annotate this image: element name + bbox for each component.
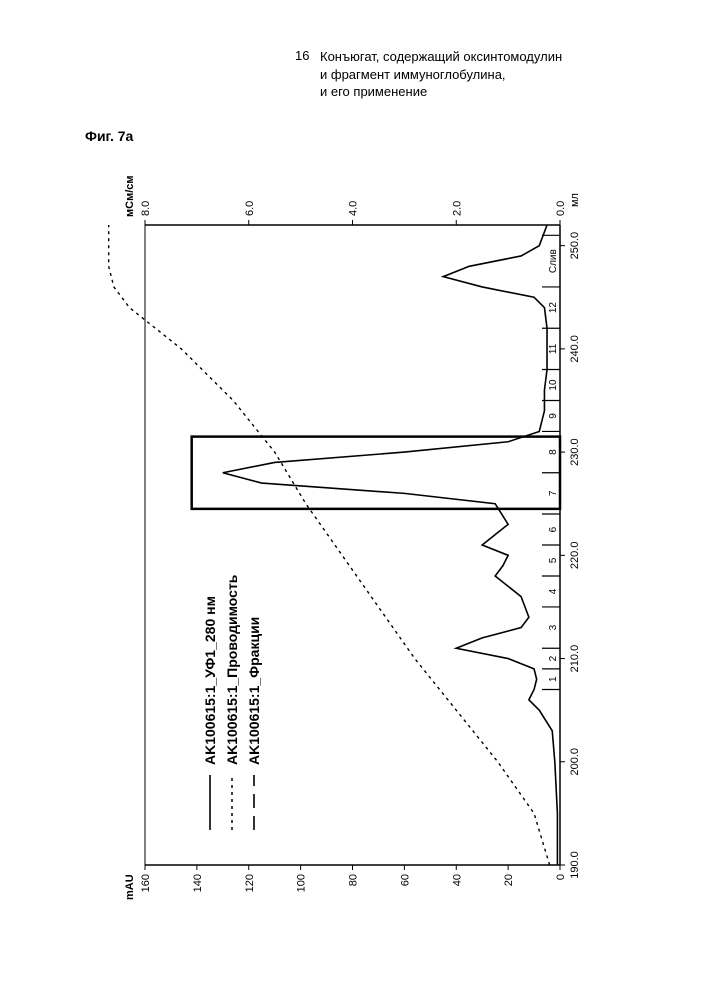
svg-text:60: 60 — [399, 874, 411, 886]
svg-text:220.0: 220.0 — [569, 542, 581, 570]
svg-text:40: 40 — [451, 874, 463, 886]
svg-text:6.0: 6.0 — [244, 201, 256, 216]
svg-text:140: 140 — [192, 874, 204, 892]
svg-text:Слив: Слив — [548, 249, 559, 273]
svg-text:9: 9 — [548, 413, 559, 419]
svg-text:100: 100 — [296, 874, 308, 892]
svg-text:160: 160 — [140, 874, 152, 892]
svg-text:мСм/см: мСм/см — [124, 175, 136, 217]
svg-text:7: 7 — [548, 490, 559, 496]
chart-svg: 0 20 40 60 80 100 120 140 160 mAU 0.0 2.0 4.0 6.0 8.0 м… — [85, 165, 640, 925]
svg-text:2: 2 — [548, 655, 559, 661]
svg-text:20: 20 — [503, 874, 515, 886]
svg-text:4: 4 — [548, 588, 559, 594]
title-line-3: и его применение — [320, 83, 562, 101]
svg-text:8.0: 8.0 — [140, 201, 152, 216]
svg-text:200.0: 200.0 — [569, 748, 581, 776]
svg-text:230.0: 230.0 — [569, 438, 581, 466]
svg-text:8: 8 — [548, 449, 559, 455]
svg-text:210.0: 210.0 — [569, 645, 581, 673]
svg-text:11: 11 — [548, 343, 559, 354]
header-title: Конъюгат, содержащий оксинтомодулин и фр… — [320, 48, 562, 101]
svg-text:80: 80 — [348, 874, 360, 886]
title-line-2: и фрагмент иммуноглобулина, — [320, 66, 562, 84]
svg-text:AK100615:1_Проводимость: AK100615:1_Проводимость — [224, 574, 240, 765]
svg-text:190.0: 190.0 — [569, 851, 581, 879]
svg-text:мл: мл — [569, 193, 581, 207]
svg-text:10: 10 — [548, 379, 559, 391]
svg-text:6: 6 — [548, 526, 559, 532]
svg-text:0: 0 — [555, 874, 567, 880]
svg-text:AK100615:1_УФ1_280 нм: AK100615:1_УФ1_280 нм — [202, 596, 218, 765]
page-number: 16 — [295, 48, 309, 63]
svg-text:mAU: mAU — [124, 874, 136, 900]
svg-text:120: 120 — [244, 874, 256, 892]
svg-text:1: 1 — [548, 676, 559, 682]
chromatogram-chart: 0 20 40 60 80 100 120 140 160 mAU 0.0 2.0 4.0 6.0 8.0 м… — [85, 165, 640, 925]
svg-text:AK100615:1_Фракции: AK100615:1_Фракции — [246, 617, 262, 765]
figure-label: Фиг. 7а — [85, 128, 133, 144]
svg-text:12: 12 — [548, 302, 559, 314]
svg-text:240.0: 240.0 — [569, 335, 581, 363]
title-line-1: Конъюгат, содержащий оксинтомодулин — [320, 48, 562, 66]
svg-text:250.0: 250.0 — [569, 232, 581, 260]
svg-text:2.0: 2.0 — [451, 201, 463, 216]
svg-text:3: 3 — [548, 624, 559, 630]
svg-text:0.0: 0.0 — [555, 201, 567, 216]
svg-text:5: 5 — [548, 557, 559, 563]
svg-text:4.0: 4.0 — [348, 201, 360, 216]
